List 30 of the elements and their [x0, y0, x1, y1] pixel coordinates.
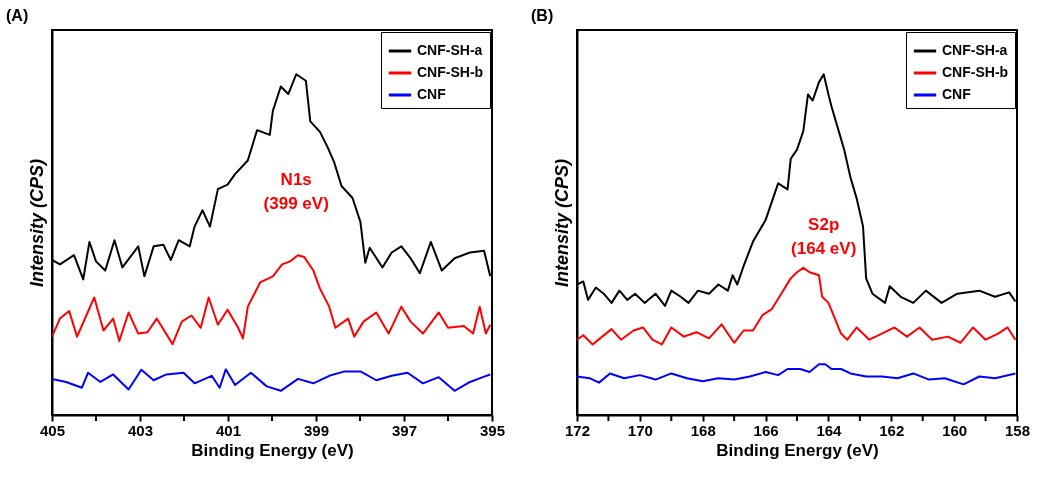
x-tick-label: 401 [215, 421, 242, 439]
annotation: (399 eV) [263, 194, 329, 213]
x-tick-label: 164 [816, 421, 843, 439]
legend-label: CNF [942, 86, 972, 102]
chart-title: (A) [6, 7, 29, 24]
x-tick-label: 403 [127, 421, 154, 439]
x-tick-label: 172 [564, 421, 591, 439]
x-tick-label: 170 [627, 421, 653, 439]
x-axis-title: Binding Energy (eV) [191, 440, 354, 460]
x-axis-title: Binding Energy (eV) [716, 440, 879, 460]
legend-label: CNF-SH-b [417, 64, 484, 80]
legend-label: CNF-SH-a [417, 42, 483, 58]
x-tick-label: 158 [1004, 421, 1031, 439]
legend-label: CNF [417, 86, 447, 102]
annotation: (164 eV) [791, 239, 857, 258]
x-tick-label: 399 [303, 421, 330, 439]
y-axis-title: Intensity (CPS) [26, 158, 47, 288]
legend-label: CNF-SH-b [942, 64, 1009, 80]
chart-title: (B) [531, 7, 554, 24]
x-tick-label: 397 [391, 421, 418, 439]
annotation: S2p [808, 215, 840, 234]
x-tick-label: 395 [479, 421, 506, 439]
legend-label: CNF-SH-a [942, 42, 1008, 58]
x-tick-label: 405 [39, 421, 66, 439]
x-tick-label: 160 [942, 421, 968, 439]
x-tick-label: 168 [690, 421, 716, 439]
annotation: N1s [280, 170, 312, 189]
x-tick-label: 166 [753, 421, 779, 439]
y-axis-title: Intensity (CPS) [551, 158, 572, 288]
x-tick-label: 162 [879, 421, 905, 439]
